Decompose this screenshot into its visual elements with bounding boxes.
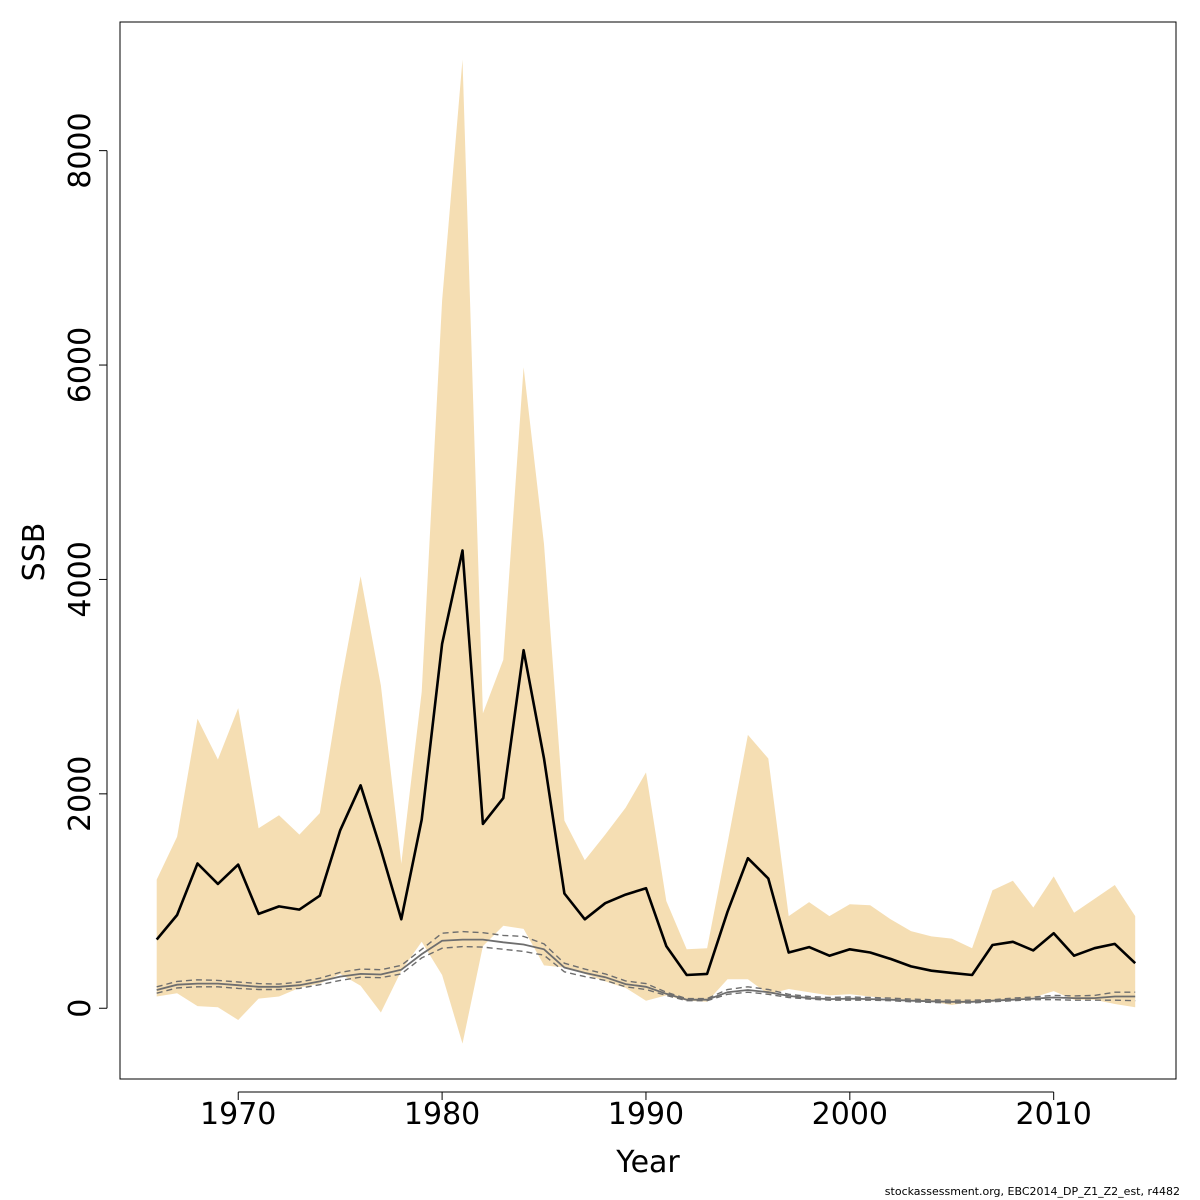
y-tick-label: 0: [63, 999, 98, 1018]
y-tick-label: 8000: [63, 112, 98, 188]
reference-lower-line: [156, 945, 1136, 1004]
y-tick-label: 4000: [63, 541, 98, 617]
y-axis: 0 2000 4000 6000 8000: [63, 112, 108, 1018]
reference-upper-line: [156, 930, 1136, 1001]
ssb-estimate-line: [155, 549, 1137, 977]
x-axis-title: Year: [615, 1145, 680, 1180]
y-axis-title: SSB: [17, 523, 52, 582]
x-tick-label: 1970: [200, 1097, 276, 1132]
y-tick-label: 6000: [63, 327, 98, 403]
x-tick-label: 2010: [1016, 1097, 1092, 1132]
x-axis: 1970 1980 1990 2000 2010: [200, 1091, 1092, 1132]
y-tick-label: 2000: [63, 756, 98, 832]
x-tick-label: 1990: [608, 1097, 684, 1132]
x-tick-label: 2000: [812, 1097, 888, 1132]
plot-area: [155, 59, 1137, 1044]
reference-line: [156, 938, 1136, 1003]
x-tick-label: 1980: [404, 1097, 480, 1132]
ssb-confidence-band: [156, 59, 1136, 1044]
plot-frame: [119, 21, 1177, 1080]
footer-caption: stockassessment.org, EBC2014_DP_Z1_Z2_es…: [884, 1185, 1180, 1198]
